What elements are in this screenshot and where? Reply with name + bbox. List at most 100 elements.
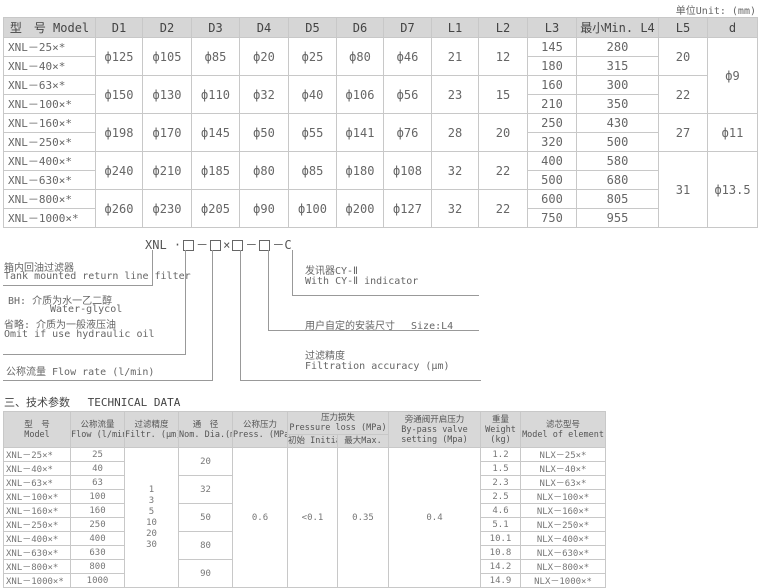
model-cell: XNL－25×*: [3, 447, 71, 462]
model-cell: XNL－630×*: [3, 545, 71, 560]
cell-l3: 750: [527, 208, 577, 228]
tank-cn: 箱内回油过滤器: [4, 263, 74, 274]
column-header: L2: [478, 17, 528, 38]
cell-d4: ф32: [239, 75, 289, 114]
cell-d4: ф50: [239, 113, 289, 152]
cell-d6: ф141: [336, 113, 384, 152]
leader-line: [185, 250, 186, 355]
cell-l4: 430: [576, 113, 659, 133]
flow-cell: 400: [70, 531, 125, 546]
model-cell: XNL－63×*: [3, 75, 96, 95]
model-cell: XNL－40×*: [3, 461, 71, 476]
weight-cell: 14.9: [480, 573, 522, 588]
element-cell: NLX－63×*: [520, 475, 607, 490]
nom-dia-cell: 32: [178, 475, 233, 504]
max-loss-cell: 0.35: [336, 447, 390, 588]
flow-cell: 160: [70, 503, 125, 518]
filtr-value: 1: [148, 484, 155, 495]
cell-d5: ф55: [288, 113, 337, 152]
filtr-cell: 1 3 5 10 20 30: [124, 447, 179, 588]
filtr-value: 20: [146, 528, 157, 539]
cell-l2: 20: [478, 113, 528, 152]
cell-l3: 400: [527, 151, 577, 171]
cell-l4: 300: [576, 75, 659, 95]
table-row: XNL－630×* 630 10.8 NLX－630×*: [3, 545, 607, 560]
cell-l1: 21: [431, 37, 479, 76]
cell-l4: 350: [576, 94, 659, 114]
cell-l4: 955: [576, 208, 659, 228]
cell-d1: ф150: [95, 75, 143, 114]
cell-d7: ф127: [383, 189, 432, 228]
model-cell: XNL－800×*: [3, 559, 71, 574]
flow-cell: 630: [70, 545, 125, 560]
model-cell: XNL－630×*: [3, 170, 96, 190]
code-sep: －: [196, 238, 209, 252]
bh-en: Water-glycol: [50, 304, 123, 315]
cell-d6: ф200: [336, 189, 384, 228]
cell-d7: ф46: [383, 37, 432, 76]
th-bypass: 旁通阀开启压力 By-pass valve setting (Mpa): [388, 411, 482, 448]
leader-line: [3, 354, 186, 355]
flow-cell: 63: [70, 475, 125, 490]
th-weight: 重量 Weight (kg): [480, 411, 522, 448]
leader-line: [292, 250, 293, 296]
cell-d7: ф108: [383, 151, 432, 190]
model-cell: XNL－400×*: [3, 151, 96, 171]
nom-dia-cell: 80: [178, 531, 233, 560]
column-header: D1: [95, 17, 143, 38]
filtration-cn: 过滤精度: [305, 351, 345, 362]
table-row: XNL－40×* 40 1.5 NLX－40×*: [3, 461, 607, 476]
header-subrow: 初始 Initial 最大Max.: [4, 434, 606, 448]
cell-l2: 22: [478, 189, 528, 228]
unit-label: 单位Unit: (mm): [675, 6, 756, 17]
weight-cell: 1.2: [480, 447, 522, 462]
cell-d4: ф90: [239, 189, 289, 228]
weight-cell: 4.6: [480, 503, 522, 518]
cell-d4: ф80: [239, 151, 289, 190]
code-sep: －: [245, 238, 258, 252]
model-cell: XNL－160×*: [3, 503, 71, 518]
cell-d: ф11: [707, 113, 758, 152]
element-cell: NLX－400×*: [520, 531, 607, 546]
cell-l4: 315: [576, 56, 659, 76]
model-cell: XNL－800×*: [3, 189, 96, 209]
weight-cell: 2.3: [480, 475, 522, 490]
cell-d6: ф80: [336, 37, 384, 76]
cell-d5: ф40: [288, 75, 337, 114]
code-suffix: C: [284, 238, 292, 252]
flow-cell: 1000: [70, 573, 125, 588]
cell-d2: ф105: [142, 37, 192, 76]
cell-l4: 500: [576, 132, 659, 152]
column-header: 最小Min. L4: [576, 17, 659, 38]
column-header: D7: [383, 17, 432, 38]
cell-l4: 280: [576, 37, 659, 57]
leader-line: [152, 250, 153, 286]
flow-cell: 40: [70, 461, 125, 476]
cell-l3: 210: [527, 94, 577, 114]
nom-dia-cell: 50: [178, 503, 233, 532]
element-cell: NLX－1000×*: [520, 573, 607, 588]
cell-l1: 23: [431, 75, 479, 114]
flow-cell: 250: [70, 517, 125, 532]
model-cell: XNL－250×*: [3, 132, 96, 152]
flow-label: 公称流量 Flow rate (l/min): [6, 367, 155, 378]
size-label: 用户自定的安装尺寸 Size:L4: [305, 321, 454, 332]
leader-line: [212, 250, 213, 381]
dimensions-table: 型 号 Model D1 D2 D3 D4 D5 D6 D7 L1 L2 L3 最小Min. L4 L5…: [3, 17, 758, 228]
column-header: D6: [336, 17, 384, 38]
cell-l3: 180: [527, 56, 577, 76]
cell-l3: 250: [527, 113, 577, 133]
leader-line: [240, 250, 241, 381]
nom-dia-cell: 90: [178, 559, 233, 588]
cell-d3: ф145: [191, 113, 240, 152]
model-cell: XNL－1000×*: [3, 573, 71, 588]
cell-d7: ф76: [383, 113, 432, 152]
th-max: 最大Max.: [336, 434, 390, 448]
cell-l2: 22: [478, 151, 528, 190]
leader-line: [3, 380, 213, 381]
table-row: XNL－800×* ф260 ф230 ф205 ф90 ф100 ф200 ф127 32 22…: [3, 189, 758, 228]
weight-cell: 14.2: [480, 559, 522, 574]
